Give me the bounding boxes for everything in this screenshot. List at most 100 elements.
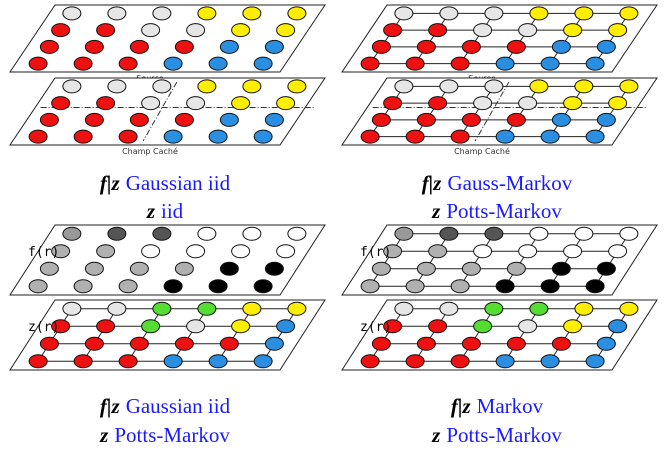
node <box>564 245 582 258</box>
caption-text: Potts-Markov <box>446 199 562 223</box>
node <box>142 97 160 110</box>
node <box>232 97 250 110</box>
node <box>63 227 81 240</box>
caption-math: z <box>431 423 441 447</box>
node <box>552 337 570 350</box>
node <box>541 280 559 293</box>
node <box>220 113 238 126</box>
node <box>496 355 514 368</box>
node <box>277 24 295 37</box>
node <box>395 80 413 93</box>
node <box>85 262 103 275</box>
node <box>384 97 402 110</box>
node <box>254 355 272 368</box>
layer-label: Champ Caché <box>454 146 510 156</box>
node <box>254 57 272 70</box>
node <box>119 57 137 70</box>
node <box>63 302 81 315</box>
caption-text: iid <box>161 199 184 223</box>
node <box>541 130 559 143</box>
node <box>361 355 379 368</box>
node <box>175 113 193 126</box>
node <box>496 280 514 293</box>
node <box>29 130 47 143</box>
node <box>609 320 627 333</box>
node <box>406 130 424 143</box>
caption-text: Potts-Markov <box>114 423 230 447</box>
node <box>243 227 261 240</box>
node <box>63 80 81 93</box>
caption-text: Gaussian iid <box>126 171 231 195</box>
node <box>620 80 638 93</box>
node <box>164 355 182 368</box>
node <box>254 130 272 143</box>
node <box>530 80 548 93</box>
node <box>187 24 205 37</box>
panel: f(r)z(r)f|zMarkovzPotts-Markov <box>342 225 657 447</box>
node <box>451 57 469 70</box>
node <box>243 7 261 20</box>
node <box>74 57 92 70</box>
caption: f|zMarkov <box>451 394 544 418</box>
node <box>74 355 92 368</box>
node <box>232 24 250 37</box>
node <box>586 57 604 70</box>
diagram: SourceChamp Cachéf|zGaussian iidziidSour… <box>0 0 664 450</box>
node <box>485 227 503 240</box>
node <box>541 355 559 368</box>
node <box>187 245 205 258</box>
node <box>198 302 216 315</box>
node <box>519 97 537 110</box>
caption-math: z <box>99 423 109 447</box>
node <box>142 245 160 258</box>
layer: Champ Caché <box>342 78 657 156</box>
node <box>597 40 615 53</box>
caption: zPotts-Markov <box>431 199 562 223</box>
node <box>462 337 480 350</box>
caption-math: z <box>146 199 156 223</box>
node <box>209 57 227 70</box>
node <box>52 24 70 37</box>
node <box>507 113 525 126</box>
node <box>40 337 58 350</box>
layer: f(r) <box>10 225 325 295</box>
node <box>417 40 435 53</box>
node <box>175 262 193 275</box>
node <box>265 40 283 53</box>
layer: z(r) <box>342 300 657 370</box>
caption-math: f|z <box>100 394 121 418</box>
node <box>198 80 216 93</box>
node <box>372 113 390 126</box>
node <box>209 130 227 143</box>
node <box>440 7 458 20</box>
caption-text: Markov <box>477 394 544 418</box>
node <box>265 337 283 350</box>
node <box>164 57 182 70</box>
node <box>451 130 469 143</box>
layer: Source <box>342 5 657 83</box>
node <box>462 40 480 53</box>
node <box>575 302 593 315</box>
node <box>277 320 295 333</box>
node <box>288 7 306 20</box>
caption-text: Gauss-Markov <box>447 171 572 195</box>
node <box>153 302 171 315</box>
node <box>474 24 492 37</box>
node <box>462 262 480 275</box>
node <box>187 320 205 333</box>
node <box>265 113 283 126</box>
node <box>29 57 47 70</box>
node <box>97 245 115 258</box>
caption-math: f|z <box>422 171 443 195</box>
caption: f|zGauss-Markov <box>422 171 573 195</box>
node <box>52 97 70 110</box>
layer-label: z(r) <box>360 320 391 335</box>
node <box>74 280 92 293</box>
node <box>507 337 525 350</box>
node <box>575 227 593 240</box>
node <box>220 337 238 350</box>
node <box>564 24 582 37</box>
